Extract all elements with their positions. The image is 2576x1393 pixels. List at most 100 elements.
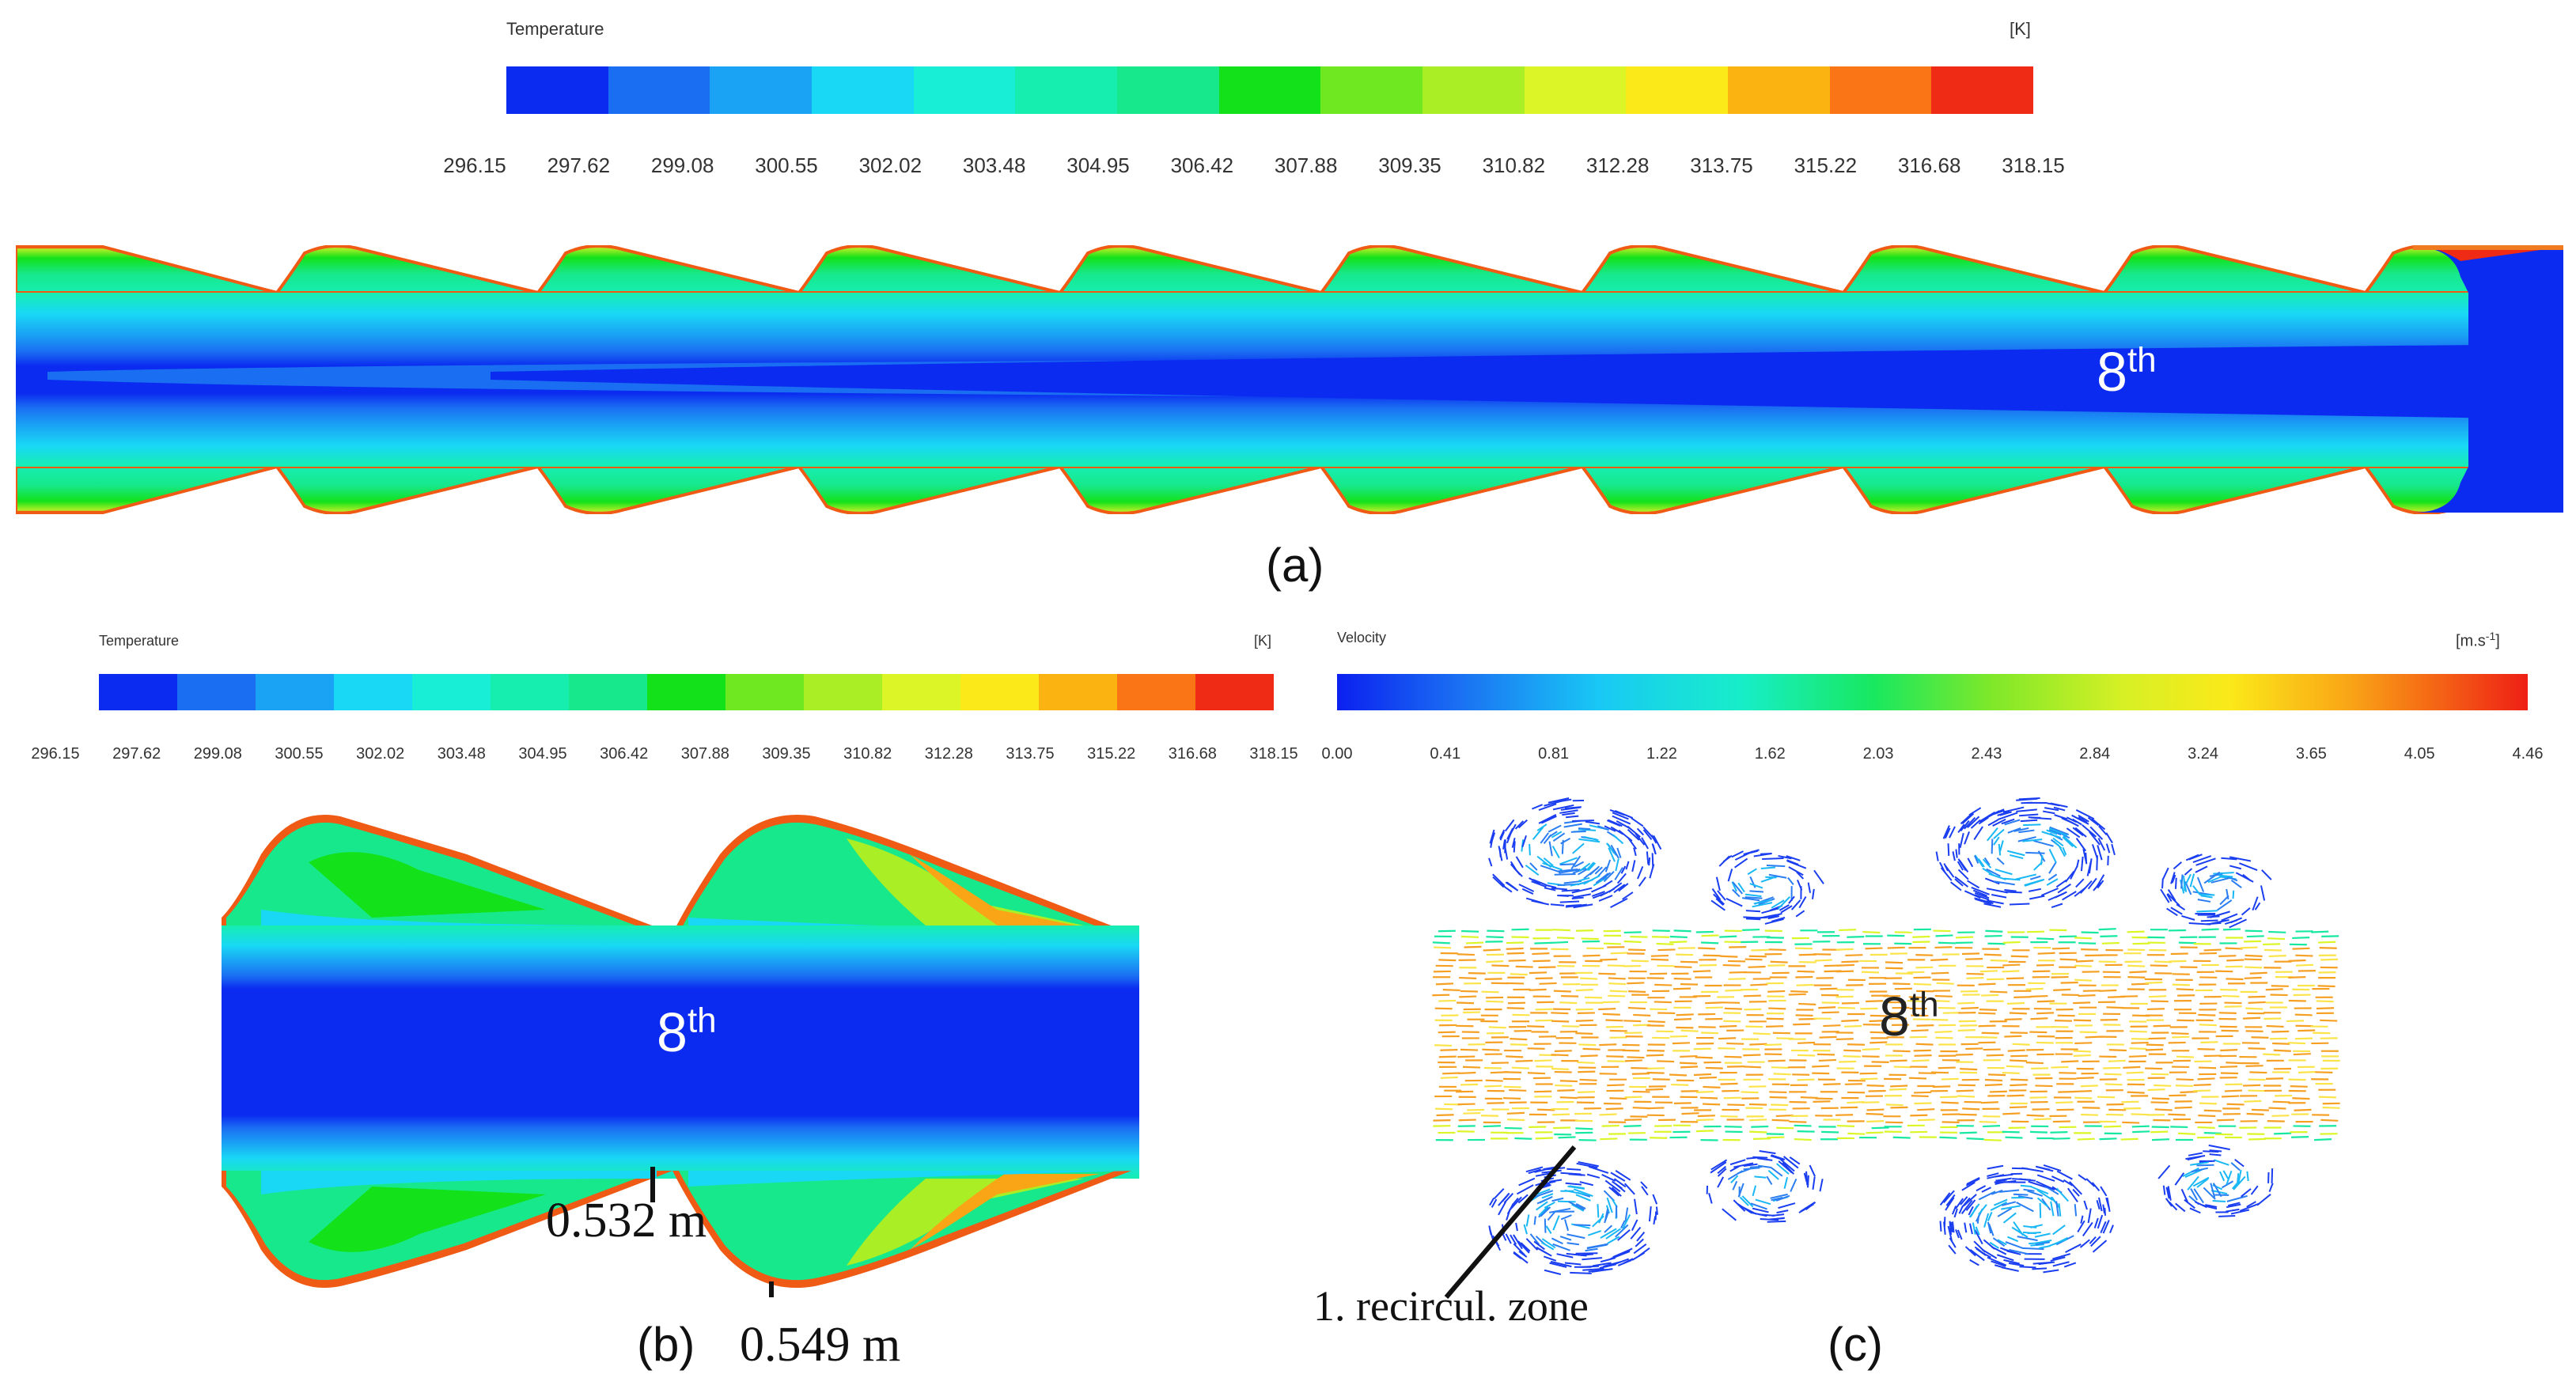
velocity-vector <box>1945 1197 1955 1211</box>
velocity-vector <box>2185 854 2199 861</box>
velocity-vector <box>2086 861 2093 876</box>
velocity-vector <box>1613 884 1626 894</box>
velocity-vector <box>1915 966 1934 969</box>
velocity-vector <box>1973 826 1983 840</box>
velocity-vector <box>2066 827 2081 838</box>
velocity-vector <box>2176 903 2186 911</box>
colorbar-tick-label: 306.42 <box>1170 153 1234 177</box>
velocity-vector <box>1503 1085 1521 1088</box>
colorbar-tick-label: 310.82 <box>843 745 892 763</box>
velocity-vector <box>1518 1177 1536 1187</box>
velocity-vector <box>2233 1175 2246 1190</box>
velocity-vector <box>2227 1202 2241 1207</box>
velocity-vector <box>2102 1204 2105 1213</box>
velocity-vector <box>1523 1224 1528 1235</box>
velocity-vector <box>1813 869 1824 884</box>
velocity-vector <box>1980 1101 1998 1104</box>
velocity-vector <box>1976 1215 1979 1224</box>
velocity-vector <box>1605 1228 1622 1240</box>
velocity-vector <box>1974 854 1984 868</box>
velocity-vector <box>2078 994 2096 997</box>
velocity-vector <box>1888 1088 1907 1091</box>
velocity-vector <box>1913 982 1931 986</box>
velocity-vector <box>1737 1168 1750 1175</box>
velocity-vector <box>1743 1167 1760 1171</box>
velocity-vector <box>1544 887 1556 891</box>
velocity-vector <box>1812 1072 1830 1075</box>
velocity-vector <box>1843 1054 1861 1058</box>
velocity-vector <box>1752 902 1773 908</box>
velocity-vector <box>2006 1001 2025 1005</box>
velocity-vector <box>1602 880 1613 888</box>
velocity-vector <box>1579 1181 1593 1187</box>
velocity-vector <box>2153 1024 2171 1028</box>
velocity-vector <box>2221 913 2238 922</box>
velocity-vector <box>2229 918 2247 929</box>
velocity-vector <box>2292 947 2310 950</box>
velocity-vector <box>1988 873 2006 880</box>
velocity-vector <box>2078 942 2097 944</box>
fin-top <box>1318 245 1583 294</box>
velocity-vector <box>1541 1241 1555 1251</box>
velocity-vector <box>1979 1009 1997 1011</box>
velocity-vector <box>2129 1054 2147 1058</box>
velocity-vector <box>1994 1264 2006 1270</box>
velocity-vector <box>2057 883 2071 894</box>
velocity-vector <box>2154 1108 2173 1111</box>
velocity-vector <box>1610 952 1628 955</box>
velocity-vector <box>1771 1197 1783 1202</box>
velocity-vector <box>1480 1115 1498 1117</box>
velocity-vector <box>2010 1032 2028 1034</box>
velocity-vector <box>1511 1066 1529 1069</box>
velocity-vector <box>1582 1047 1601 1050</box>
velocity-vector <box>1503 1193 1514 1204</box>
velocity-vector <box>1549 1262 1567 1268</box>
velocity-vector <box>2036 963 2055 967</box>
velocity-vector <box>2080 1215 2084 1224</box>
velocity-vector <box>1458 1119 1476 1122</box>
velocity-vector <box>1529 971 1547 975</box>
velocity-vector <box>1960 1006 1979 1010</box>
velocity-vector <box>1605 1019 1623 1022</box>
velocity-vector <box>1603 1190 1615 1202</box>
velocity-vector <box>1749 1043 1767 1046</box>
velocity-vector <box>1493 1188 1505 1200</box>
colorbar-tick-label: 3.24 <box>2188 745 2218 763</box>
velocity-vector <box>2298 1029 2316 1032</box>
velocity-vector <box>2017 1195 2033 1200</box>
velocity-vector <box>1582 1267 1604 1271</box>
velocity-vector <box>2197 1048 2215 1050</box>
velocity-vector <box>1532 879 1547 886</box>
velocity-vector <box>1648 1206 1652 1222</box>
velocity-vector <box>2218 1215 2236 1217</box>
velocity-vector <box>2178 941 2196 944</box>
velocity-vector <box>1965 1178 1980 1187</box>
velocity-vector <box>1798 1054 1816 1057</box>
velocity-vector <box>2195 857 2216 866</box>
velocity-vector <box>1568 1173 1583 1176</box>
velocity-vector <box>1490 832 1494 848</box>
velocity-vector <box>1511 1197 1519 1206</box>
velocity-vector <box>1616 847 1622 858</box>
velocity-vector <box>1729 1159 1746 1166</box>
velocity-vector <box>2098 1197 2103 1212</box>
velocity-vector <box>1862 1047 1880 1051</box>
velocity-vector <box>2246 1112 2264 1115</box>
velocity-vector <box>2244 940 2262 943</box>
velocity-vector <box>2082 990 2101 992</box>
colorbar-segment <box>647 674 725 710</box>
velocity-vector <box>1506 1111 1525 1115</box>
colorbar-tick-label: 1.62 <box>1754 745 1786 763</box>
velocity-vector <box>1540 815 1557 824</box>
velocity-vector <box>1614 867 1623 880</box>
velocity-vector <box>1948 1244 1957 1255</box>
colorbar-tick-label: 4.05 <box>2404 745 2435 763</box>
velocity-vector <box>1648 857 1651 866</box>
velocity-vector <box>2001 1205 2021 1210</box>
velocity-vector <box>1983 903 2002 908</box>
velocity-vector <box>2030 994 2048 998</box>
velocity-vector <box>2009 1248 2029 1255</box>
velocity-vector <box>1749 1103 1767 1106</box>
velocity-vector <box>1885 1121 1904 1124</box>
velocity-vector <box>1996 857 2005 865</box>
